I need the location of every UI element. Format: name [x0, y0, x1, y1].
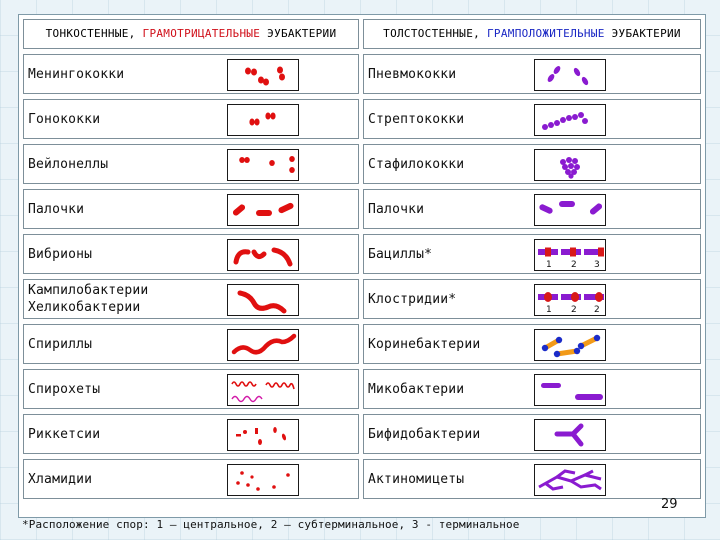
cell-rods-positive: Палочки [363, 189, 701, 229]
meningococci-image [227, 59, 299, 91]
table-row: Менингококки Пневмококки [19, 52, 705, 97]
table-row: Гонококки Стрептококки [19, 97, 705, 142]
spore-footnote: *Расположение спор: 1 – центральное, 2 –… [22, 518, 520, 531]
cell-bacilli: Бациллы* 1 2 3 [363, 234, 701, 274]
cell-staphylococci: Стафилококки [363, 144, 701, 184]
bacteria-name: Микобактерии [368, 381, 465, 397]
table-row: Спирохеты Микобактерии [19, 367, 705, 412]
bacteria-name: Актиномицеты [368, 471, 465, 487]
spore-label: 2 [571, 305, 577, 315]
spore-label: 2 [594, 305, 600, 315]
cell-chlamydia: Хламидии [23, 459, 359, 499]
header-gram-positive: ТОЛСТОСТЕННЫЕ, ГРАМПОЛОЖИТЕЛЬНЫЕ ЭУБАКТЕ… [363, 19, 701, 49]
header-left-gram: ГРАМОТРИЦАТЕЛЬНЫЕ [142, 27, 261, 40]
actinomycetes-image [534, 464, 606, 496]
bacteria-name: Менингококки [28, 66, 125, 82]
clostridia-image: 1 2 2 [534, 284, 606, 316]
bacteria-name: Гонококки [28, 111, 101, 127]
streptococci-image [534, 104, 606, 136]
table-header: ТОНКОСТЕННЫЕ, ГРАМОТРИЦАТЕЛЬНЫЕ ЭУБАКТЕР… [19, 15, 705, 52]
cell-streptococci: Стрептококки [363, 99, 701, 139]
table-row: Риккетсии Бифидобактерии [19, 412, 705, 457]
spore-label: 2 [571, 260, 577, 270]
cell-corynebacteria: Коринебактерии [363, 324, 701, 364]
header-gram-negative: ТОНКОСТЕННЫЕ, ГРАМОТРИЦАТЕЛЬНЫЕ ЭУБАКТЕР… [23, 19, 359, 49]
staphylococci-image [534, 149, 606, 181]
table-row: Вибрионы Бациллы* 1 [19, 232, 705, 277]
chlamydia-image [227, 464, 299, 496]
rods-negative-image [227, 194, 299, 226]
gonococci-image [227, 104, 299, 136]
cell-spirochetes: Спирохеты [23, 369, 359, 409]
table-row: Спириллы Коринебактерии [19, 322, 705, 367]
header-right-suffix: ЭУБАКТЕРИИ [611, 27, 681, 40]
page-number: 29 [661, 497, 678, 512]
bacteria-name: Кампилобактерии Хеликобактерии [28, 280, 148, 318]
cell-vibrios: Вибрионы [23, 234, 359, 274]
bacteria-name-line1: Кампилобактерии [28, 283, 149, 298]
bacteria-name-line2: Хеликобактерии [28, 300, 141, 315]
cell-veillonella: Вейлонеллы [23, 144, 359, 184]
cell-clostridia: Клостридии* 1 2 2 [363, 279, 701, 319]
bifidobacteria-image [534, 419, 606, 451]
campylobacter-image [227, 284, 299, 316]
spirilla-image [227, 329, 299, 361]
rickettsia-image [227, 419, 299, 451]
rods-positive-image [534, 194, 606, 226]
cell-mycobacteria: Микобактерии [363, 369, 701, 409]
bacteria-name: Хламидии [28, 471, 93, 487]
header-right-prefix: ТОЛСТОСТЕННЫЕ, [383, 27, 481, 40]
cell-rickettsia: Риккетсии [23, 414, 359, 454]
spore-label: 1 [546, 260, 552, 270]
bacteria-table: ТОНКОСТЕННЫЕ, ГРАМОТРИЦАТЕЛЬНЫЕ ЭУБАКТЕР… [18, 14, 706, 518]
cell-actinomycetes: Актиномицеты [363, 459, 701, 499]
spore-label: 3 [594, 260, 600, 270]
bacteria-name: Палочки [368, 201, 425, 217]
bacteria-name: Бациллы* [368, 246, 433, 262]
cell-campylobacter-helicobacter: Кампилобактерии Хеликобактерии [23, 279, 359, 319]
vibrios-image [227, 239, 299, 271]
cell-gonococci: Гонококки [23, 99, 359, 139]
corynebacteria-image [534, 329, 606, 361]
spirochetes-image [227, 374, 299, 406]
cell-rods-negative: Палочки [23, 189, 359, 229]
header-left-prefix: ТОНКОСТЕННЫЕ, [45, 27, 136, 40]
bacteria-name: Пневмококки [368, 66, 457, 82]
bacteria-name: Клостридии* [368, 291, 457, 307]
cell-bifidobacteria: Бифидобактерии [363, 414, 701, 454]
table-row: Вейлонеллы Стафилококки [19, 142, 705, 187]
header-left-suffix: ЭУБАКТЕРИИ [267, 27, 337, 40]
bacteria-name: Спирохеты [28, 381, 101, 397]
cell-spirilla: Спириллы [23, 324, 359, 364]
header-right-gram: ГРАМПОЛОЖИТЕЛЬНЫЕ [487, 27, 605, 40]
spore-label: 1 [546, 305, 552, 315]
bacteria-name: Спириллы [28, 336, 93, 352]
bacteria-name: Вибрионы [28, 246, 93, 262]
bacteria-name: Стафилококки [368, 156, 465, 172]
table-row: Палочки Палочки [19, 187, 705, 232]
table-row: Хламидии Актиномицеты [19, 457, 705, 502]
bacilli-image: 1 2 3 [534, 239, 606, 271]
bacteria-name: Бифидобактерии [368, 426, 481, 442]
bacteria-name: Вейлонеллы [28, 156, 109, 172]
cell-meningococci: Менингококки [23, 54, 359, 94]
bacteria-name: Стрептококки [368, 111, 465, 127]
bacteria-name: Коринебактерии [368, 336, 481, 352]
cell-pneumococci: Пневмококки [363, 54, 701, 94]
veillonella-image [227, 149, 299, 181]
pneumococci-image [534, 59, 606, 91]
bacteria-name: Риккетсии [28, 426, 101, 442]
table-row: Кампилобактерии Хеликобактерии Клостриди… [19, 277, 705, 322]
bacteria-name: Палочки [28, 201, 85, 217]
mycobacteria-image [534, 374, 606, 406]
